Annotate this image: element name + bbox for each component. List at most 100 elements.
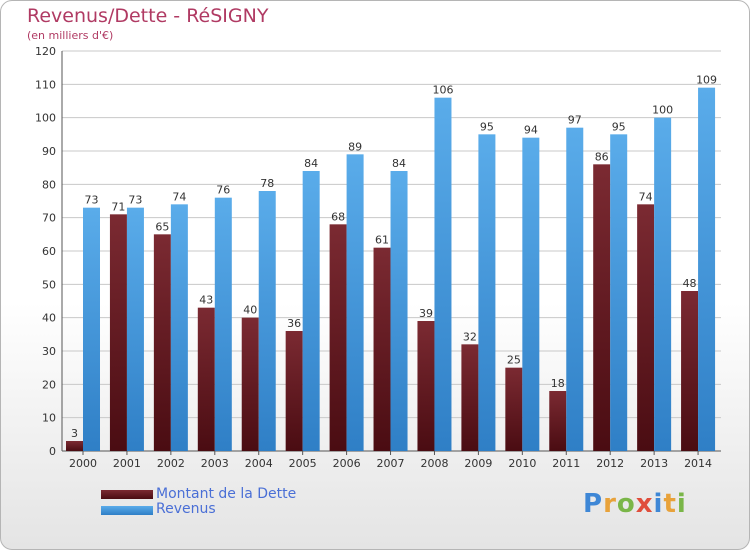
value-label-dette: 25: [507, 354, 521, 367]
x-tick-label: 2014: [684, 457, 712, 470]
bar-revenus: [170, 204, 188, 451]
y-tick-label: 0: [49, 445, 56, 458]
bar-dette: [66, 441, 83, 451]
x-tick-label: 2005: [289, 457, 317, 470]
value-label-revenus: 95: [612, 120, 626, 133]
bar-dette: [329, 224, 347, 451]
y-tick-label: 50: [42, 278, 56, 291]
value-label-revenus: 78: [260, 177, 274, 190]
legend-swatch-dette: [101, 490, 153, 499]
value-label-dette: 39: [419, 307, 433, 320]
value-label-dette: 71: [111, 200, 125, 213]
y-tick-label: 10: [42, 412, 56, 425]
x-tick-label: 2008: [420, 457, 448, 470]
value-label-revenus: 100: [652, 104, 673, 117]
x-tick-label: 2003: [201, 457, 229, 470]
value-label-revenus: 95: [480, 120, 494, 133]
bar-revenus: [258, 191, 276, 451]
y-tick-label: 30: [42, 345, 56, 358]
logo-letter: o: [616, 489, 636, 519]
value-label-dette: 68: [331, 210, 345, 223]
bar-dette: [285, 331, 303, 451]
value-label-dette: 3: [71, 427, 78, 440]
bar-revenus: [566, 127, 584, 452]
value-label-dette: 40: [243, 304, 257, 317]
x-tick-label: 2009: [464, 457, 492, 470]
bar-dette: [549, 391, 567, 451]
x-tick-label: 2007: [377, 457, 405, 470]
value-label-revenus: 84: [304, 157, 318, 170]
value-label-revenus: 94: [524, 124, 538, 137]
y-tick-label: 110: [35, 78, 56, 91]
chart-title: Revenus/Dette - RéSIGNY: [27, 5, 269, 27]
value-label-dette: 32: [463, 330, 477, 343]
legend-label-dette: Montant de la Dette: [156, 486, 297, 502]
y-tick-label: 80: [42, 178, 56, 191]
value-label-dette: 86: [595, 150, 609, 163]
y-tick-label: 20: [42, 378, 56, 391]
bar-dette: [241, 317, 259, 451]
x-tick-label: 2001: [113, 457, 141, 470]
value-label-revenus: 109: [696, 74, 717, 87]
value-label-revenus: 106: [432, 84, 453, 97]
value-label-dette: 74: [639, 190, 653, 203]
bar-dette: [637, 204, 655, 451]
bar-revenus: [126, 207, 144, 451]
logo-letter: i: [676, 489, 687, 519]
value-label-dette: 48: [683, 277, 697, 290]
logo-letter: r: [603, 489, 617, 519]
bar-revenus: [522, 137, 540, 451]
value-label-revenus: 73: [128, 194, 142, 207]
value-label-revenus: 73: [85, 194, 99, 207]
value-label-revenus: 97: [568, 114, 582, 127]
x-tick-label: 2000: [69, 457, 97, 470]
bar-revenus: [698, 87, 716, 452]
bar-dette: [109, 214, 127, 451]
y-tick-label: 70: [42, 212, 56, 225]
bar-revenus: [214, 197, 232, 451]
bar-dette: [593, 164, 611, 452]
bar-dette: [197, 307, 215, 451]
legend-label-revenus: Revenus: [156, 501, 216, 517]
bar-dette: [505, 367, 523, 451]
logo-letter: i: [653, 489, 664, 519]
value-label-dette: 18: [551, 377, 565, 390]
value-label-dette: 36: [287, 317, 301, 330]
bar-revenus: [302, 171, 320, 451]
bar-revenus: [83, 207, 100, 451]
bar-dette: [681, 291, 699, 451]
y-tick-label: 100: [35, 112, 56, 125]
x-tick-label: 2010: [508, 457, 536, 470]
x-tick-label: 2013: [640, 457, 668, 470]
bar-dette: [153, 234, 171, 451]
value-label-dette: 65: [155, 220, 169, 233]
proxiti-logo: Proxiti: [583, 489, 687, 519]
logo-letter: P: [583, 489, 604, 519]
y-tick-label: 40: [42, 312, 56, 325]
bar-revenus: [390, 171, 408, 451]
bar-revenus: [434, 97, 452, 452]
value-label-revenus: 76: [216, 184, 230, 197]
y-tick-label: 90: [42, 145, 56, 158]
chart-subtitle: (en milliers d'€): [27, 29, 114, 42]
value-label-revenus: 84: [392, 157, 406, 170]
x-tick-label: 2011: [552, 457, 580, 470]
x-tick-label: 2012: [596, 457, 624, 470]
y-tick-label: 120: [35, 45, 56, 58]
bar-dette: [417, 321, 435, 451]
bar-dette: [461, 344, 479, 451]
bar-dette: [373, 247, 391, 451]
bar-revenus: [478, 134, 496, 452]
x-tick-label: 2004: [245, 457, 273, 470]
x-tick-label: 2002: [157, 457, 185, 470]
value-label-revenus: 74: [172, 190, 186, 203]
value-label-revenus: 89: [348, 140, 362, 153]
value-label-dette: 43: [199, 294, 213, 307]
x-tick-label: 2006: [333, 457, 361, 470]
legend-swatch-revenus: [101, 506, 153, 515]
value-label-dette: 61: [375, 234, 389, 247]
y-tick-label: 60: [42, 245, 56, 258]
logo-letter: x: [635, 489, 654, 519]
